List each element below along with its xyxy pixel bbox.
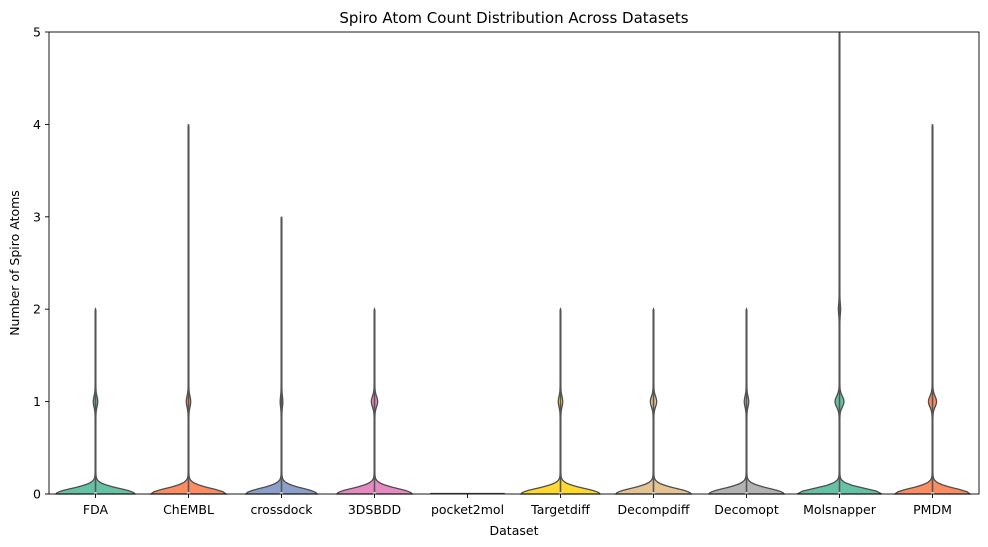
violin-targetdiff: [519, 307, 602, 496]
chart-title: Spiro Atom Count Distribution Across Dat…: [339, 9, 688, 27]
x-axis: FDA ChEMBL crossdock 3DSBDD pocket2mol Target…: [83, 494, 952, 517]
violin-chembl: [148, 124, 229, 496]
x-tick-label: PMDM: [913, 502, 952, 517]
violin-3dsbdd: [335, 307, 414, 496]
x-tick-label: ChEMBL: [163, 502, 214, 517]
violin-pmdm: [892, 124, 973, 496]
y-tick-label: 4: [33, 117, 41, 132]
x-tick-label: 3DSBDD: [348, 502, 401, 517]
violin-decomopt: [707, 307, 786, 496]
y-tick-label: 5: [33, 25, 41, 40]
x-tick-label: FDA: [83, 502, 109, 517]
violin-fda: [54, 307, 137, 496]
x-tick-label: Decompdiff: [618, 502, 690, 517]
violin-molsnapper: [796, 31, 883, 496]
violin-decompdiff: [614, 307, 693, 496]
violin-crossdock: [244, 216, 319, 496]
plot-frame: [48, 31, 980, 495]
y-tick-label: 2: [33, 302, 41, 317]
y-tick-label: 3: [33, 209, 41, 224]
x-tick-label: crossdock: [250, 502, 313, 517]
violins-layer: [54, 31, 973, 496]
y-axis-title: Number of Spiro Atoms: [7, 190, 22, 336]
x-tick-label: Targetdiff: [530, 502, 590, 517]
x-tick-label: Molsnapper: [803, 502, 877, 517]
x-tick-label: pocket2mol: [431, 502, 504, 517]
x-axis-title: Dataset: [490, 523, 539, 538]
y-tick-label: 1: [33, 394, 41, 409]
x-tick-label: Decomopt: [714, 502, 779, 517]
y-tick-label: 0: [33, 487, 41, 502]
y-axis: 0 1 2 3 4 5: [33, 25, 49, 502]
